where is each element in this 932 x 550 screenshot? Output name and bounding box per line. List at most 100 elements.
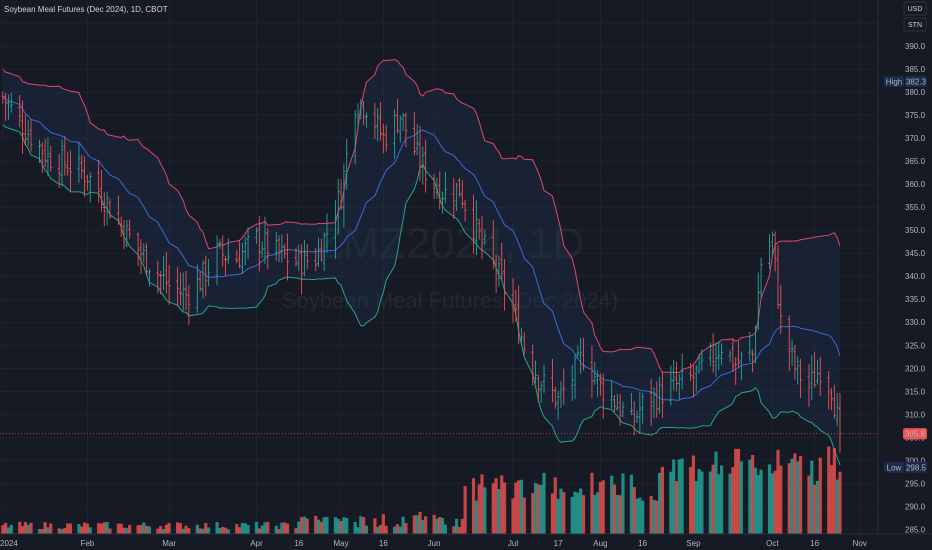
- volume-bar: [827, 446, 831, 534]
- volume-bar: [398, 526, 402, 534]
- volume-bar: [779, 465, 783, 534]
- price-bar: [37, 139, 41, 163]
- price-bar: [776, 245, 780, 310]
- volume-bar: [798, 455, 803, 534]
- unit-button[interactable]: STN: [903, 17, 927, 32]
- price-bar: [480, 216, 484, 260]
- volume-bar: [384, 525, 388, 534]
- price-bar: [167, 264, 171, 305]
- volume-bar: [697, 468, 701, 534]
- price-bar: [477, 218, 481, 240]
- price-bar: [815, 359, 819, 385]
- volume-bar: [660, 466, 665, 534]
- price-bar: [576, 345, 580, 358]
- volume-bar: [116, 523, 120, 534]
- volume-bar: [395, 524, 400, 534]
- time-tick-label: Feb: [80, 539, 94, 548]
- volume-bar: [82, 522, 87, 534]
- volume-bar: [748, 459, 752, 534]
- price-bar: [536, 374, 540, 403]
- price-tick-label: 320.0: [905, 364, 926, 373]
- volume-bar: [635, 498, 639, 534]
- price-bar: [579, 337, 583, 375]
- currency-button[interactable]: USD: [903, 1, 927, 16]
- volume-bar: [756, 474, 760, 534]
- volume-bar: [122, 527, 126, 534]
- price-axis[interactable]: 285.0290.0295.0300.0305.0310.0315.0320.0…: [905, 19, 926, 534]
- price-bar: [700, 349, 704, 371]
- price-bar: [373, 102, 377, 139]
- high-label: High: [886, 77, 902, 86]
- price-tick-label: 370.0: [905, 134, 926, 143]
- price-bar: [483, 229, 487, 245]
- price-bar: [108, 198, 112, 219]
- price-bar: [621, 401, 625, 418]
- volume-bar: [539, 484, 543, 534]
- volume-bar: [708, 471, 712, 534]
- volume-bar: [274, 525, 278, 534]
- price-bar: [590, 345, 594, 399]
- volume-bar: [700, 471, 704, 534]
- price-tick-label: 390.0: [905, 42, 926, 51]
- volume-bar: [37, 529, 42, 534]
- price-bar: [658, 376, 662, 414]
- volume-bar: [283, 522, 287, 534]
- price-bar: [226, 238, 230, 264]
- volume-bar: [97, 523, 101, 534]
- time-axis[interactable]: 2024 Feb Mar Apr 16 May 16 Jun Jul 17 Aug 16 Sep Oct 1…: [0, 539, 867, 548]
- price-tick-label: 365.0: [905, 157, 926, 166]
- volume-bar: [688, 467, 693, 534]
- volume-bar: [717, 474, 721, 534]
- volume-bar: [601, 480, 605, 534]
- volume-bar: [815, 480, 820, 534]
- volume-bar: [305, 518, 309, 534]
- price-bar: [731, 338, 735, 372]
- volume-bar: [618, 495, 622, 534]
- price-bar: [359, 98, 363, 120]
- price-bar: [317, 237, 321, 268]
- volume-bar: [818, 457, 822, 534]
- volume-bar: [68, 523, 73, 534]
- volume-bar: [353, 521, 357, 534]
- price-bar: [184, 270, 188, 311]
- price-bar: [813, 351, 817, 388]
- volume-bar: [260, 525, 264, 534]
- time-tick-label: 16: [810, 539, 819, 548]
- last-price-marker: 305.8: [903, 428, 927, 440]
- volume-bar: [739, 461, 743, 534]
- price-bar: [49, 145, 53, 172]
- volume-bar: [412, 515, 416, 534]
- price-bar: [474, 200, 478, 255]
- volume-bar: [319, 521, 323, 534]
- unit-label: STN: [908, 22, 922, 29]
- volume-bar: [136, 525, 140, 534]
- volume-bar: [237, 527, 242, 534]
- time-tick-label: Oct: [766, 539, 779, 548]
- volume-bar: [463, 486, 467, 534]
- price-tick-label: 295.0: [905, 479, 926, 488]
- price-bar: [404, 112, 408, 148]
- volume-bar: [753, 467, 758, 534]
- volume-bar: [435, 518, 439, 534]
- volume-bar: [452, 526, 456, 534]
- price-bar: [596, 370, 600, 398]
- volume-bar: [691, 455, 696, 534]
- price-bar: [125, 220, 129, 248]
- price-bar: [283, 243, 287, 259]
- volume-bar: [246, 524, 250, 534]
- basis-line: [2, 96, 841, 401]
- price-bar: [147, 268, 151, 287]
- volume-bar: [497, 489, 501, 534]
- price-bar: [243, 236, 247, 266]
- price-bar: [398, 115, 402, 143]
- price-bar: [711, 333, 715, 373]
- volume-bar: [776, 449, 780, 534]
- volume-bar: [770, 473, 774, 534]
- volume-bar: [438, 517, 442, 534]
- volume-bar: [198, 528, 202, 534]
- volume-bar: [314, 515, 318, 534]
- volume-bar: [694, 481, 698, 534]
- bollinger-bands: [2, 59, 841, 466]
- price-bar: [443, 171, 447, 204]
